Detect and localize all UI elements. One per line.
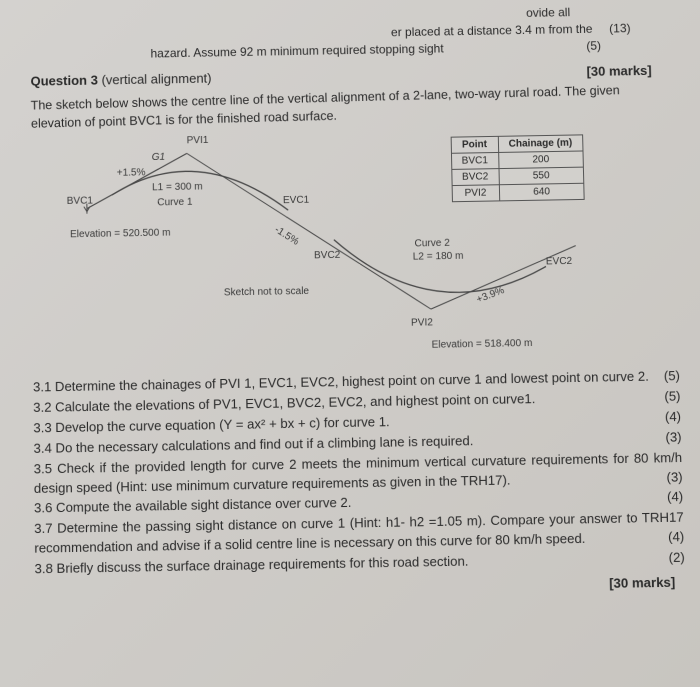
label-not-scale: Sketch not to scale bbox=[224, 286, 309, 299]
label-evc2: EVC2 bbox=[546, 256, 573, 268]
label-g1: G1 bbox=[152, 152, 166, 163]
q35-pts: (3) bbox=[666, 468, 683, 488]
q37-pts: (4) bbox=[668, 528, 685, 548]
table-header-point: Point bbox=[451, 137, 499, 154]
q36-pts: (4) bbox=[667, 488, 684, 508]
label-curve2: Curve 2 bbox=[414, 238, 449, 250]
total-marks: [30 marks] bbox=[35, 574, 686, 601]
question-title: Question 3 bbox=[30, 73, 97, 89]
table-header-chainage: Chainage (m) bbox=[498, 135, 583, 153]
q32-pts: (5) bbox=[664, 388, 681, 408]
q36: 3.6 Compute the available sight distance… bbox=[34, 495, 352, 516]
q33-pts: (4) bbox=[665, 408, 682, 428]
q38-pts: (2) bbox=[668, 548, 685, 568]
label-pvi2: PVI2 bbox=[411, 318, 433, 330]
label-curve1: Curve 1 bbox=[157, 197, 192, 209]
sketch-diagram: G1 +1.5% PVI1 BVC1 L1 = 300 m Curve 1 EV… bbox=[31, 123, 680, 372]
question-marks: [30 marks] bbox=[586, 63, 652, 79]
label-pvi1: PVI1 bbox=[187, 135, 209, 146]
label-bvc2: BVC2 bbox=[314, 250, 340, 262]
chainage-table: Point Chainage (m) BVC1 200 BVC2 550 PVI… bbox=[450, 135, 585, 203]
subquestions: 3.1 Determine the chainages of PVI 1, EV… bbox=[33, 367, 685, 579]
table-row: PVI2 640 bbox=[452, 184, 585, 202]
label-grade1: +1.5% bbox=[117, 168, 146, 180]
label-evc1: EVC1 bbox=[283, 195, 309, 207]
label-l2: L2 = 180 m bbox=[413, 251, 464, 263]
prev-question-fragment: ovide all er placed at a distance 3.4 m … bbox=[30, 2, 671, 64]
label-elev1: Elevation = 520.500 m bbox=[70, 228, 171, 241]
label-l1: L1 = 300 m bbox=[152, 182, 203, 194]
q31-pts: (5) bbox=[664, 367, 681, 387]
q34-pts: (3) bbox=[665, 428, 682, 448]
label-bvc1: BVC1 bbox=[67, 196, 93, 208]
question-subtitle: (vertical alignment) bbox=[101, 71, 211, 88]
label-elev2: Elevation = 518.400 m bbox=[432, 338, 533, 351]
